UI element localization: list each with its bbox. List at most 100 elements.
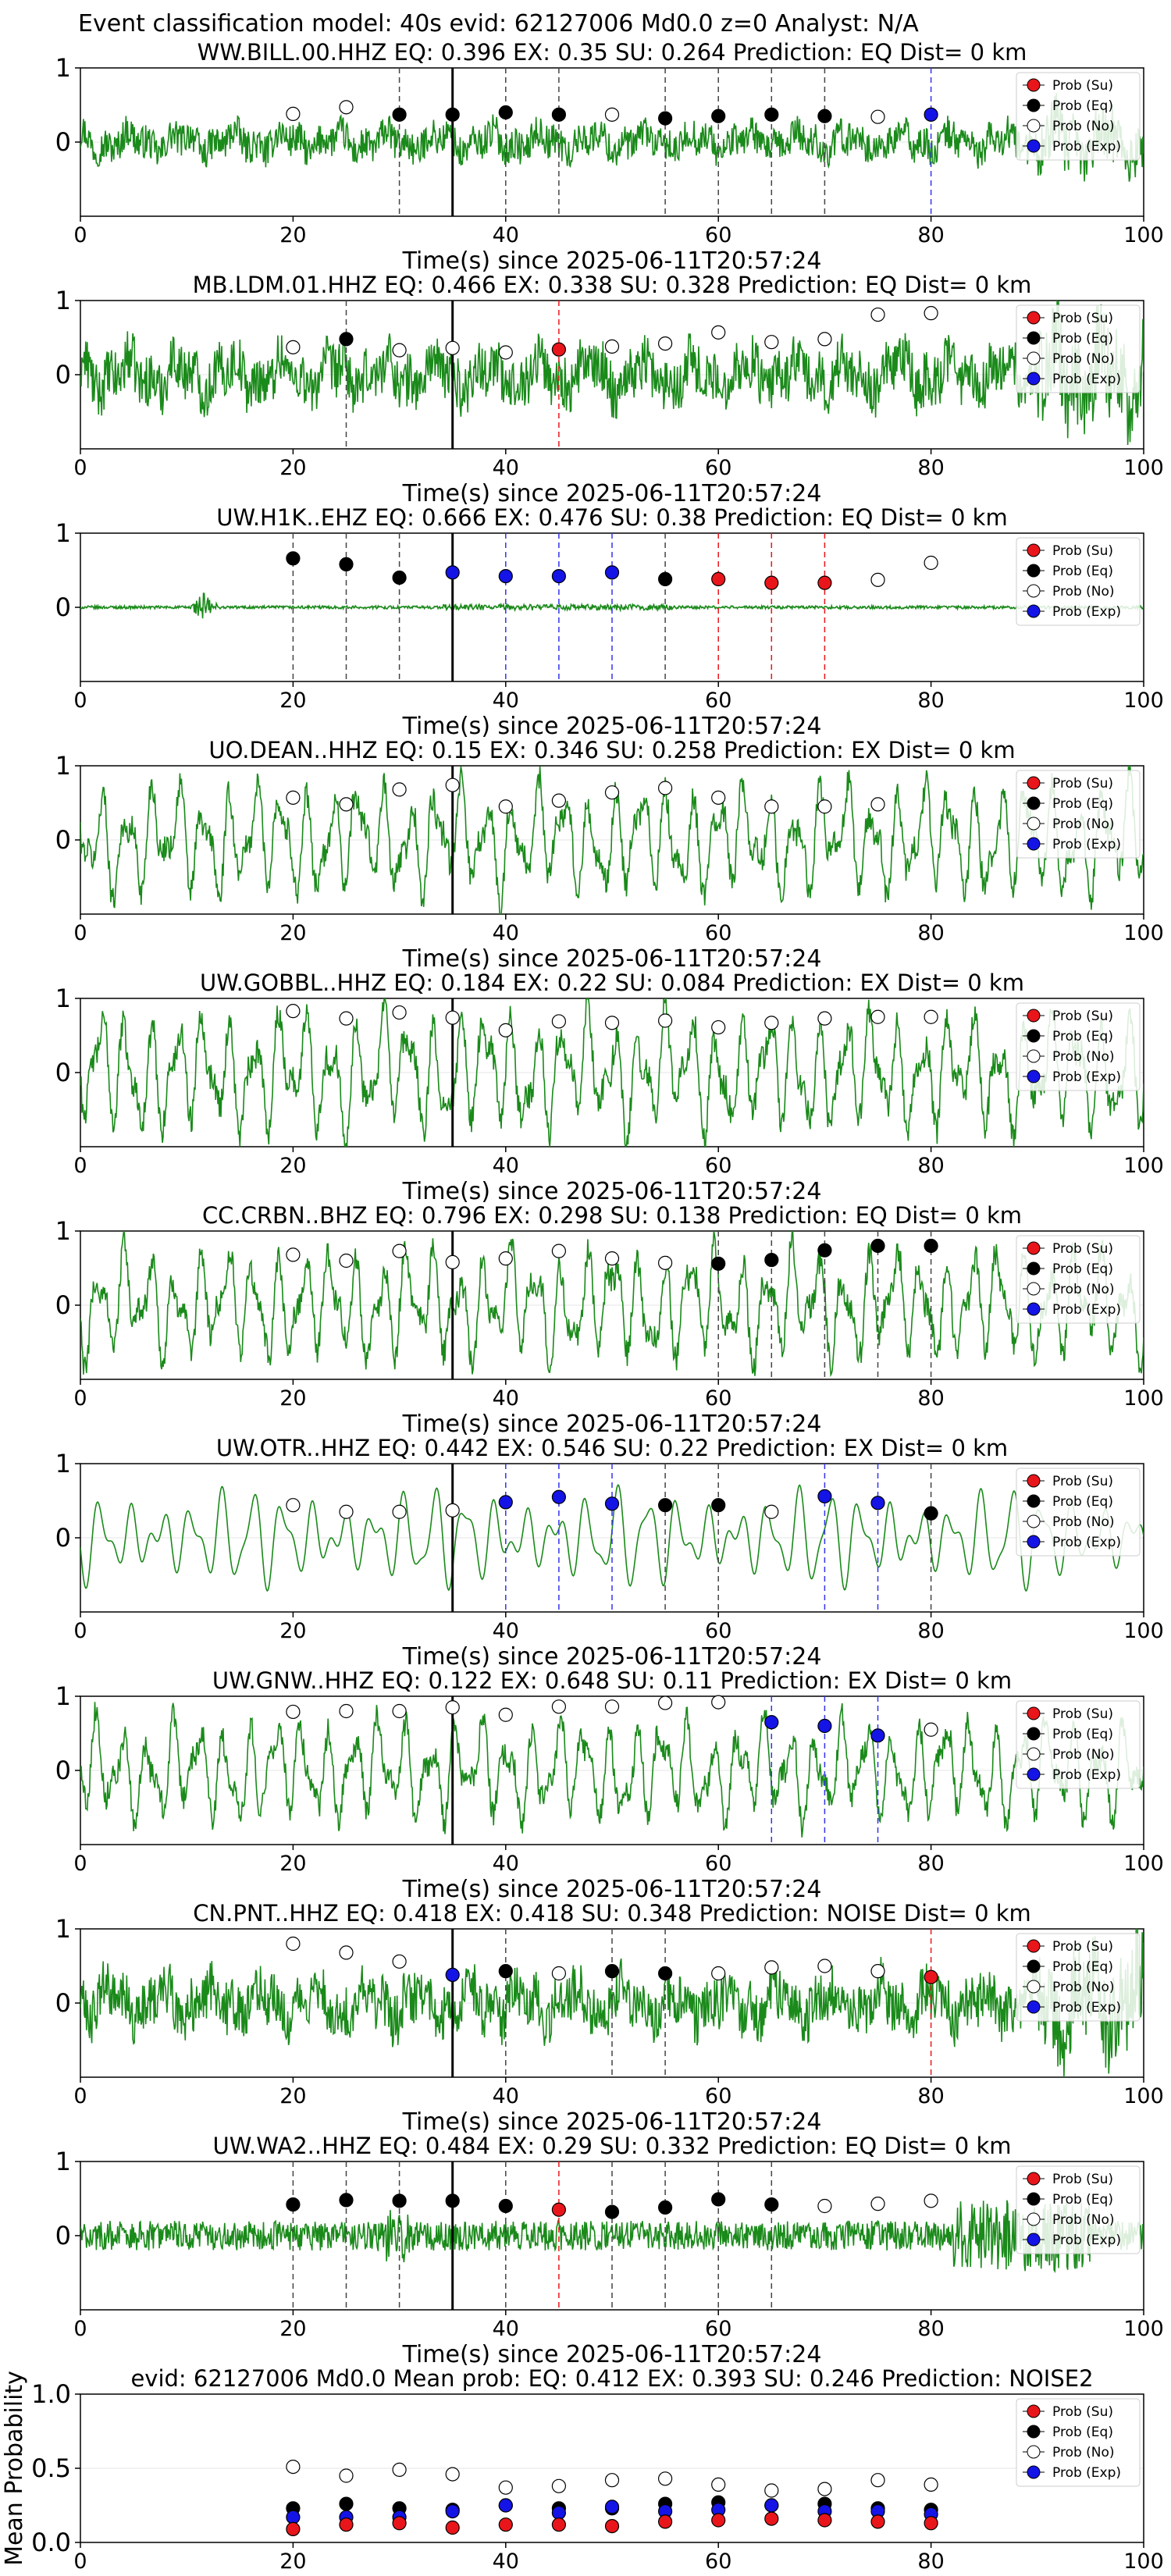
x-tick-label: 60 (705, 921, 731, 945)
legend-label-eq: Prob (Eq) (1052, 1029, 1113, 1044)
x-tick-label: 20 (279, 2084, 306, 2108)
window-marker-exp (551, 1489, 567, 1504)
window-marker-eq (711, 1498, 726, 1513)
window-marker-eq (657, 571, 673, 587)
window-marker-eq (445, 2194, 460, 2208)
panel-uw-gnw-hhz: UW.GNW..HHZ EQ: 0.122 EX: 0.648 SU: 0.11… (55, 1667, 1164, 1903)
legend-marker-no (1027, 817, 1041, 831)
mean-marker-no (604, 2473, 620, 2488)
window-marker-eq (870, 1238, 885, 1254)
window-marker-no (817, 332, 832, 347)
waveform-trace (80, 2200, 1144, 2273)
legend-marker-su (1027, 1939, 1041, 1953)
x-tick-label: 40 (493, 1619, 519, 1643)
x-axis-label: Time(s) since 2025-06-11T20:57:24 (402, 1643, 822, 1670)
x-tick-label: 80 (917, 2549, 944, 2574)
window-marker-eq (604, 1964, 620, 1979)
legend-label-no: Prob (No) (1052, 584, 1115, 600)
window-marker-no (657, 336, 673, 351)
x-tick-label: 40 (493, 921, 519, 945)
waveform-trace (80, 766, 1144, 914)
window-marker-no (604, 1016, 620, 1030)
mean-marker-su (657, 2514, 673, 2529)
x-tick-label: 60 (705, 2317, 731, 2341)
x-tick-label: 20 (279, 1852, 306, 1876)
legend-marker-su (1027, 2172, 1041, 2186)
x-tick-label: 0 (73, 921, 87, 945)
legend-marker-exp (1027, 139, 1041, 153)
window-marker-exp (498, 1495, 513, 1510)
legend-marker-exp (1027, 2465, 1041, 2479)
x-tick-label: 100 (1123, 1852, 1164, 1876)
legend-label-eq: Prob (Eq) (1052, 2192, 1113, 2208)
x-tick-label: 0 (73, 2317, 87, 2341)
panel-title: UW.GOBBL..HHZ EQ: 0.184 EX: 0.22 SU: 0.0… (200, 970, 1024, 996)
panel-title: UW.OTR..HHZ EQ: 0.442 EX: 0.546 SU: 0.22… (216, 1435, 1008, 1461)
window-marker-no (286, 1247, 301, 1262)
legend-marker-su (1027, 1474, 1041, 1488)
x-tick-label: 80 (917, 2084, 944, 2108)
window-marker-no (551, 1244, 567, 1258)
x-tick-label: 100 (1123, 223, 1164, 247)
legend-marker-no (1027, 584, 1041, 598)
y-tick-label: 0 (55, 1058, 71, 1087)
x-tick-label: 20 (279, 456, 306, 480)
mean-marker-su (870, 2514, 885, 2529)
x-tick-label: 0 (73, 2549, 87, 2574)
panel-uw-gobbl-hhz: UW.GOBBL..HHZ EQ: 0.184 EX: 0.22 SU: 0.0… (55, 970, 1164, 1205)
x-axis-label: Time(s) since 2025-06-11T20:57:24 (402, 1178, 822, 1205)
legend-marker-no (1027, 2212, 1041, 2226)
mean-marker-no (392, 2462, 407, 2477)
window-marker-no (392, 1504, 407, 1519)
mean-marker-su (286, 2521, 301, 2536)
window-marker-eq (551, 107, 567, 122)
mean-marker-exp (551, 2505, 567, 2521)
legend-label-no: Prob (No) (1052, 2212, 1115, 2228)
legend-box (1016, 72, 1141, 161)
window-marker-no (286, 1936, 301, 1952)
window-marker-no (764, 799, 779, 814)
window-marker-su (551, 342, 567, 357)
legend-marker-eq (1027, 98, 1041, 112)
legend-label-exp: Prob (Exp) (1052, 1302, 1121, 1318)
legend-marker-exp (1027, 604, 1041, 618)
legend-marker-eq (1027, 1727, 1041, 1741)
window-marker-no (445, 1503, 460, 1517)
legend-marker-no (1027, 1514, 1041, 1528)
panel-title: CC.CRBN..BHZ EQ: 0.796 EX: 0.298 SU: 0.1… (202, 1202, 1022, 1229)
window-marker-exp (817, 1718, 832, 1734)
legend-label-no: Prob (No) (1052, 1282, 1115, 1297)
legend-marker-eq (1027, 1029, 1041, 1043)
panel-title: UW.H1K..EHZ EQ: 0.666 EX: 0.476 SU: 0.38… (216, 504, 1007, 531)
x-axis-label: Time(s) since 2025-06-11T20:57:24 (402, 713, 822, 740)
legend-label-exp: Prob (Exp) (1052, 2465, 1121, 2481)
x-tick-label: 20 (279, 2317, 306, 2341)
window-marker-no (924, 1722, 938, 1737)
window-marker-no (286, 106, 301, 121)
window-marker-no (924, 306, 938, 321)
x-tick-label: 40 (493, 1154, 519, 1178)
legend-box (1016, 2165, 1141, 2254)
window-marker-no (764, 1504, 779, 1519)
window-marker-no (498, 345, 513, 360)
window-marker-no (392, 1005, 407, 1020)
legend-marker-su (1027, 543, 1041, 557)
window-marker-no (286, 790, 301, 805)
x-tick-label: 40 (493, 2084, 519, 2108)
window-marker-eq (498, 2198, 513, 2214)
legend-box (1016, 1002, 1141, 1091)
legend-label-exp: Prob (Exp) (1052, 2000, 1121, 2016)
window-marker-no (339, 100, 354, 115)
x-tick-label: 40 (493, 1386, 519, 1411)
x-tick-label: 80 (917, 1386, 944, 1411)
x-tick-label: 100 (1123, 2549, 1164, 2574)
legend-marker-eq (1027, 331, 1041, 345)
legend-marker-eq (1027, 1261, 1041, 1276)
x-tick-label: 20 (279, 1154, 306, 1178)
mean-marker-su (339, 2517, 354, 2532)
mean-marker-exp (604, 2500, 620, 2514)
x-tick-label: 60 (705, 1619, 731, 1643)
legend-label-exp: Prob (Exp) (1052, 604, 1121, 620)
window-marker-no (924, 1009, 938, 1024)
mean-marker-su (445, 2520, 460, 2535)
